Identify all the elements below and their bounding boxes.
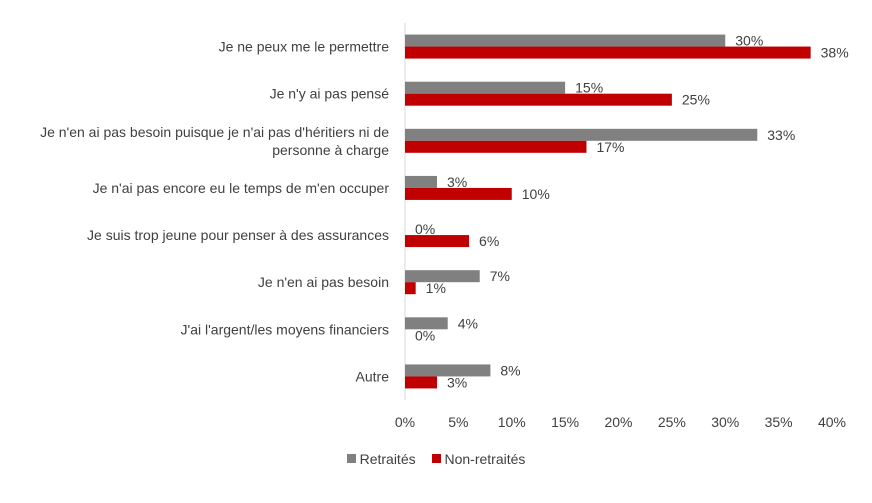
x-tick-label: 35% [765,414,793,430]
bar-non-retraites [405,282,416,295]
legend-swatch-retraites [346,454,356,463]
bar-non-retraites [405,187,512,200]
bar-non-retraites [405,235,470,248]
x-tick-label: 0% [395,414,415,430]
x-tick-label: 10% [498,414,526,430]
legend-item-non-retraites: Non-retraités [431,450,526,467]
bar-retraites [405,175,438,188]
bar-retraites [405,317,448,330]
bar-non-retraites [405,376,438,389]
legend: Retraités Non-retraités [0,450,872,467]
x-tick-label: 15% [551,414,579,430]
data-label-non-retraites: 3% [447,374,467,390]
legend-swatch-non-retraites [431,454,441,463]
data-label-non-retraites: 0% [415,327,435,343]
data-label-retraites: 33% [767,127,795,143]
bar-retraites [405,34,726,47]
x-tick-label: 20% [604,414,632,430]
bar-non-retraites [405,93,672,106]
category-label: Je n'en ai pas besoin puisque je n'ai pa… [40,124,389,140]
data-label-retraites: 7% [490,268,510,284]
legend-label-non-retraites: Non-retraités [444,450,526,467]
data-label-retraites: 0% [415,221,435,237]
bar-non-retraites [405,46,811,59]
data-label-non-retraites: 25% [682,92,710,108]
bar-non-retraites [405,140,587,153]
data-label-retraites: 8% [500,362,520,378]
data-label-non-retraites: 1% [426,280,446,296]
x-tick-label: 40% [818,414,846,430]
category-label: Je n'en ai pas besoin [258,274,389,290]
category-label: Je suis trop jeune pour penser à des ass… [87,227,389,243]
category-label: Je n'ai pas encore eu le temps de m'en o… [93,180,390,196]
category-label: personne à charge [272,142,389,158]
bar-retraites [405,128,758,141]
category-label: Autre [356,368,390,384]
data-label-retraites: 4% [458,315,478,331]
category-label: Je ne peux me le permettre [219,39,390,55]
data-label-retraites: 15% [575,80,603,96]
data-label-retraites: 3% [447,174,467,190]
category-label: Je n'y ai pas pensé [270,86,390,102]
legend-item-retraites: Retraités [346,450,416,467]
x-tick-label: 25% [658,414,686,430]
legend-label-retraites: Retraités [359,450,416,467]
x-tick-label: 5% [448,414,468,430]
category-label: J'ai l'argent/les moyens financiers [181,321,389,337]
data-label-retraites: 30% [735,33,763,49]
bar-retraites [405,81,566,94]
bar-retraites [405,364,491,377]
x-tick-label: 30% [711,414,739,430]
data-label-non-retraites: 10% [522,186,550,202]
data-label-non-retraites: 17% [596,139,624,155]
data-label-non-retraites: 38% [821,45,849,61]
bar-retraites [405,270,480,283]
data-label-non-retraites: 6% [479,233,499,249]
